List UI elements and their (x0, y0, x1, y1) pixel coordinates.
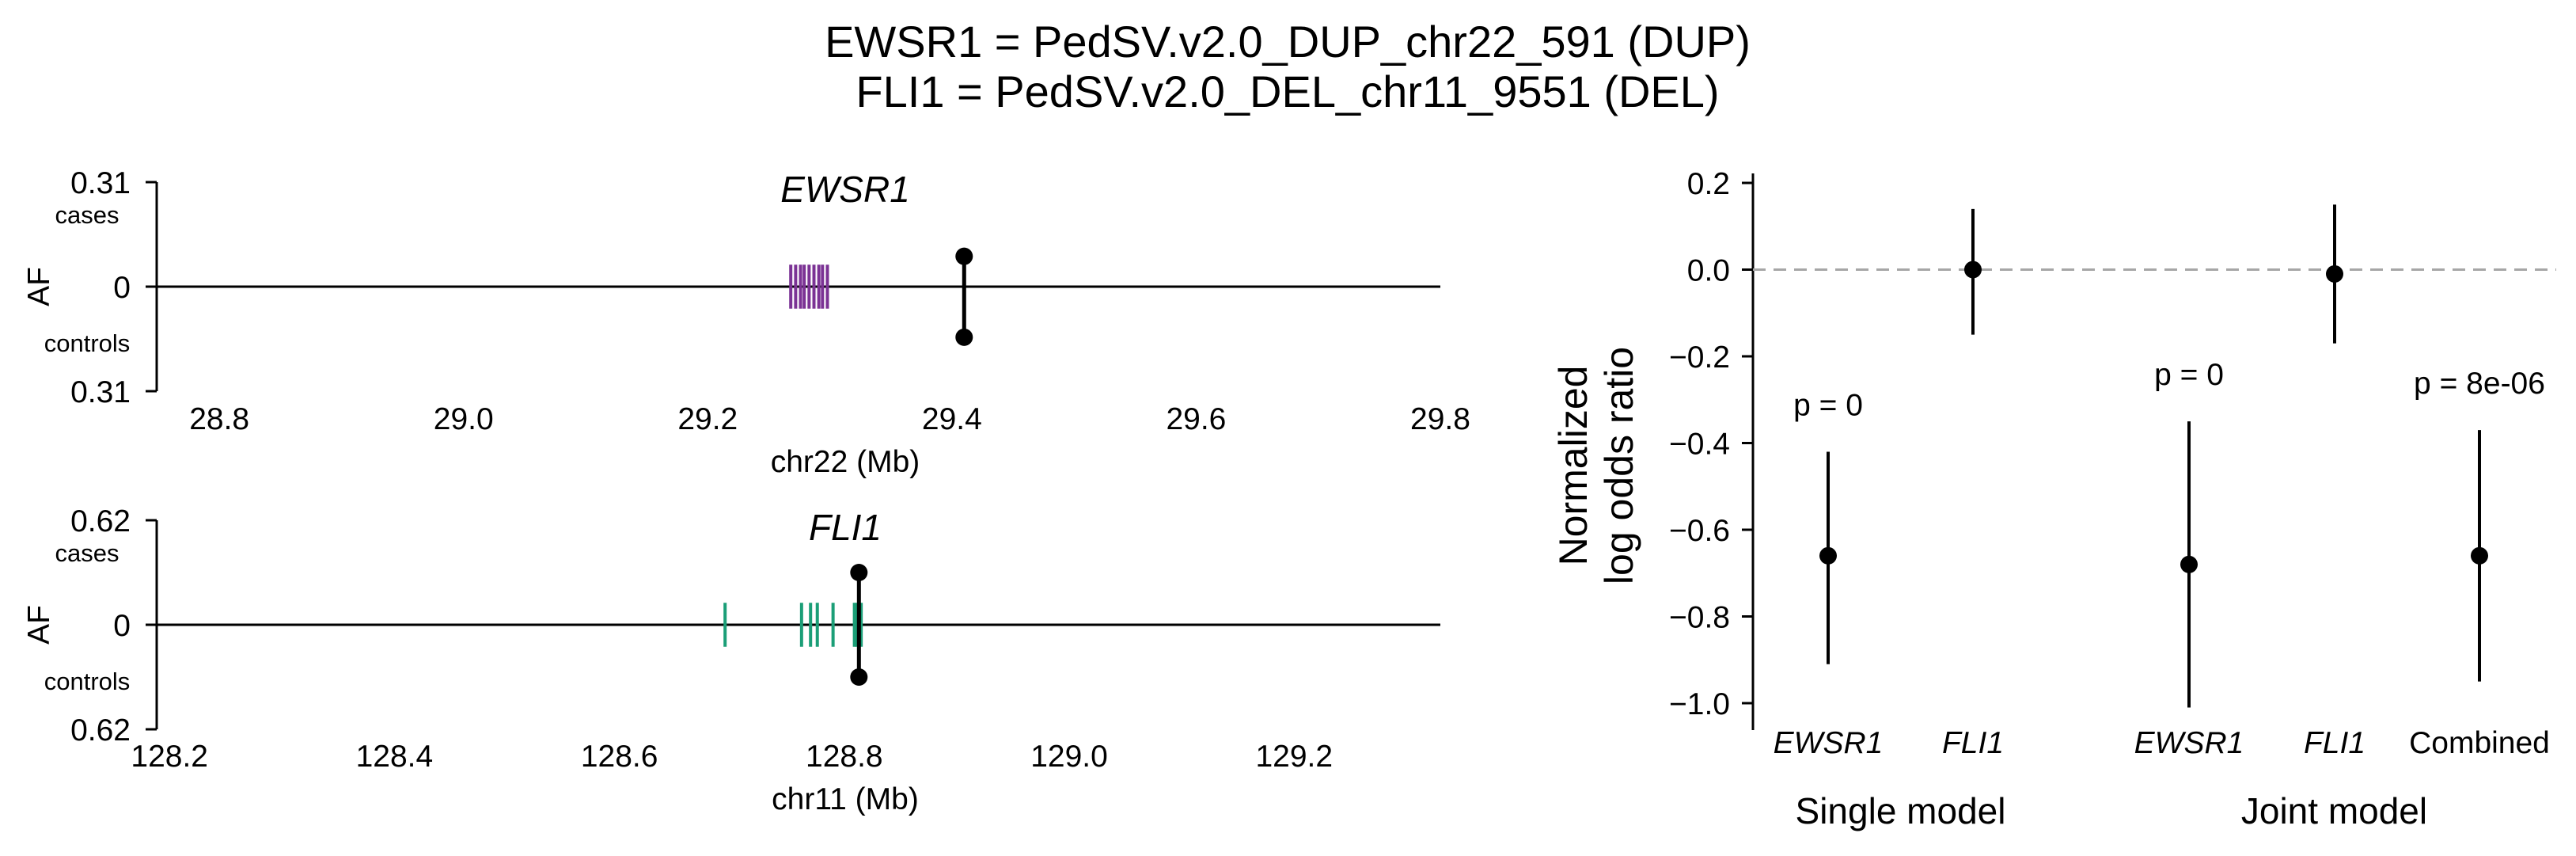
category-label: FLI1 (2304, 726, 2365, 760)
figure-title-line-2: FLI1 = PedSV.v2.0_DEL_chr11_9551 (DEL) (856, 67, 1719, 116)
x-axis-label: chr11 (Mb) (772, 782, 919, 816)
category-label: Combined (2409, 726, 2550, 760)
x-tick-label: 128.6 (581, 740, 658, 774)
estimate-point (2326, 264, 2343, 283)
y-tick-label: −0.6 (1669, 514, 1730, 548)
variant-cases-point (850, 564, 868, 581)
x-tick-label: 28.8 (189, 402, 249, 436)
estimate-point (1819, 546, 1837, 565)
x-tick-label: 129.0 (1030, 740, 1108, 774)
odds-ratio-panel: 0.2 0.0 −0.2 −0.4 −0.6 −0.8 −1.0 Normalizedlog … (1551, 167, 2556, 831)
group-label: Joint model (2241, 790, 2427, 831)
x-tick-label: 29.2 (677, 402, 738, 436)
category-label: EWSR1 (2134, 726, 2244, 760)
group-label: Single model (1796, 790, 2006, 831)
estimate-point (2471, 546, 2488, 565)
y-axis-label: Normalizedlog odds ratio (1551, 347, 1641, 584)
variant-controls-point (955, 328, 973, 346)
y-tick-label: −0.4 (1669, 428, 1730, 462)
x-axis-label: chr22 (Mb) (771, 445, 920, 479)
x-tick-label: 29.4 (922, 402, 982, 436)
y-axis-label: AF (22, 267, 56, 306)
y-tick-label: 0.62 (70, 504, 131, 538)
y-tick-label: −0.2 (1669, 340, 1730, 375)
p-value-label: p = 8e-06 (2414, 367, 2545, 401)
p-value-label: p = 0 (1793, 388, 1863, 422)
p-value-label: p = 0 (2154, 358, 2224, 392)
cases-label: cases (55, 201, 120, 229)
estimate-point (2180, 555, 2198, 573)
y-tick-label: 0.31 (70, 375, 131, 409)
variant-controls-point (850, 668, 868, 686)
gene-title: EWSR1 (780, 169, 910, 210)
y-tick-label: 0.0 (1687, 254, 1730, 288)
x-tick-label: 29.8 (1410, 402, 1470, 436)
y-axis-label-line-1: Normalized (1551, 366, 1595, 566)
x-tick-label: 29.6 (1166, 402, 1226, 436)
y-tick-label: −0.8 (1669, 601, 1730, 635)
y-axis-label: AF (22, 605, 56, 645)
variant-cases-point (955, 247, 973, 265)
y-tick-label: 0 (113, 271, 131, 305)
x-tick-label: 129.2 (1255, 740, 1333, 774)
x-tick-label: 128.2 (131, 740, 208, 774)
x-tick-label: 29.0 (434, 402, 494, 436)
y-tick-label: −1.0 (1669, 687, 1730, 721)
controls-label: controls (44, 329, 131, 357)
x-tick-label: 128.8 (806, 740, 883, 774)
cases-label: cases (55, 539, 120, 567)
category-label: FLI1 (1942, 726, 2004, 760)
y-tick-label: 0.2 (1687, 167, 1730, 201)
y-tick-label: 0.31 (70, 166, 131, 200)
x-tick-label: 128.4 (356, 740, 434, 774)
controls-label: controls (44, 668, 131, 695)
category-label: EWSR1 (1774, 726, 1884, 760)
y-tick-label: 0.62 (70, 713, 131, 748)
gene-title: FLI1 (809, 507, 882, 548)
figure-title-line-1: EWSR1 = PedSV.v2.0_DUP_chr22_591 (DUP) (825, 17, 1751, 67)
y-tick-label: 0 (113, 609, 131, 643)
estimate-point (1964, 261, 1982, 279)
y-axis-label-line-2: log odds ratio (1597, 347, 1641, 584)
